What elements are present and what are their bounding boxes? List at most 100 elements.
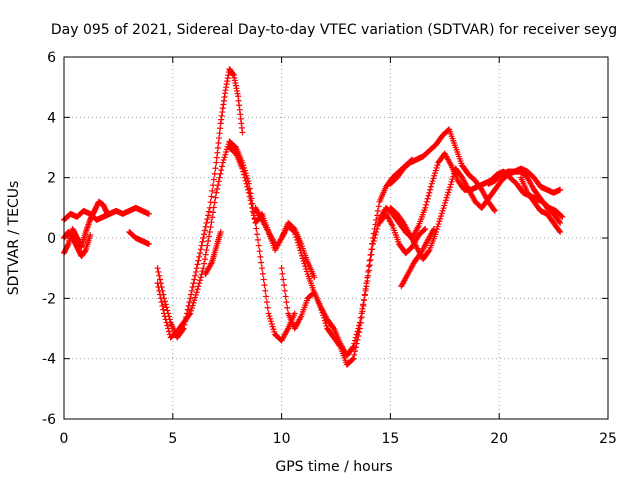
data-point <box>351 340 358 347</box>
data-point <box>425 192 432 199</box>
data-point <box>188 305 195 312</box>
data-point <box>192 272 199 279</box>
data-point <box>221 154 228 161</box>
data-point <box>557 219 564 226</box>
data-point <box>216 174 223 181</box>
data-point <box>244 183 251 190</box>
grid-layer <box>64 57 608 419</box>
series-track-15 <box>517 174 564 235</box>
x-tick-label: 5 <box>168 431 177 447</box>
data-point <box>159 302 166 309</box>
data-point <box>188 287 195 294</box>
data-point <box>209 214 216 221</box>
data-point <box>250 212 257 219</box>
data-point <box>210 176 217 183</box>
data-point <box>299 255 306 262</box>
data-point <box>371 235 378 241</box>
data-point <box>296 244 303 251</box>
data-point <box>370 238 377 245</box>
data-point <box>213 189 220 196</box>
data-point <box>441 202 448 209</box>
data-point <box>205 208 212 215</box>
data-point <box>356 322 363 329</box>
data-point <box>369 246 376 253</box>
data-point <box>443 194 450 201</box>
data-point <box>239 165 246 172</box>
data-point <box>360 301 367 308</box>
data-point <box>428 180 435 187</box>
data-point <box>278 265 285 272</box>
data-point <box>432 167 439 174</box>
data-point <box>223 149 230 156</box>
data-point <box>104 210 111 217</box>
data-point <box>558 213 565 220</box>
data-point <box>311 274 318 281</box>
data-point <box>186 311 193 318</box>
data-point <box>491 207 498 214</box>
series-track-3 <box>61 228 94 260</box>
data-point <box>247 197 254 204</box>
data-point <box>161 310 168 317</box>
data-point <box>350 355 357 362</box>
data-point <box>156 272 163 279</box>
data-point <box>369 241 376 248</box>
x-tick-label: 25 <box>599 431 617 447</box>
data-point <box>437 213 444 220</box>
data-point <box>446 184 453 191</box>
data-point <box>374 207 381 214</box>
data-point <box>351 351 358 358</box>
data-point <box>258 259 265 266</box>
data-point <box>303 265 310 272</box>
data-point <box>198 242 205 249</box>
data-point <box>557 186 564 193</box>
data-point <box>423 201 430 208</box>
data-point <box>162 316 169 323</box>
data-point <box>160 306 167 313</box>
data-point <box>424 195 431 202</box>
data-point <box>356 319 363 326</box>
data-point <box>263 299 270 306</box>
data-point <box>254 236 261 243</box>
data-point <box>557 228 564 235</box>
data-point <box>438 210 445 217</box>
data-point <box>375 203 382 210</box>
data-point <box>201 260 208 267</box>
data-point <box>365 272 372 279</box>
y-tick-label: -2 <box>42 291 56 307</box>
data-point <box>323 322 330 329</box>
data-point <box>204 242 211 249</box>
data-point <box>372 231 379 238</box>
data-point <box>187 295 194 302</box>
series-track-12 <box>376 210 429 257</box>
data-point <box>205 238 212 245</box>
data-point <box>426 189 433 196</box>
data-point <box>164 322 171 329</box>
data-point <box>445 189 452 196</box>
data-point <box>214 182 221 189</box>
plot-frame <box>63 56 609 420</box>
data-point <box>355 325 362 332</box>
data-point <box>203 219 210 226</box>
data-point <box>215 178 222 185</box>
data-point <box>163 304 170 311</box>
data-point <box>450 173 457 180</box>
data-point <box>158 299 165 306</box>
data-point <box>197 274 204 281</box>
data-point <box>211 170 218 177</box>
series-track-11 <box>387 126 498 214</box>
data-point <box>491 206 498 213</box>
data-point <box>200 235 207 241</box>
data-point <box>246 193 253 200</box>
data-point <box>427 186 434 193</box>
data-point <box>196 280 203 287</box>
data-point <box>197 246 204 253</box>
data-point <box>259 270 266 277</box>
data-point <box>266 313 273 320</box>
data-point <box>366 262 373 269</box>
data-point <box>256 248 263 255</box>
data-point <box>161 313 168 320</box>
data-point <box>435 221 442 228</box>
data-point <box>433 164 440 171</box>
data-point <box>439 207 446 214</box>
data-point <box>217 170 224 177</box>
